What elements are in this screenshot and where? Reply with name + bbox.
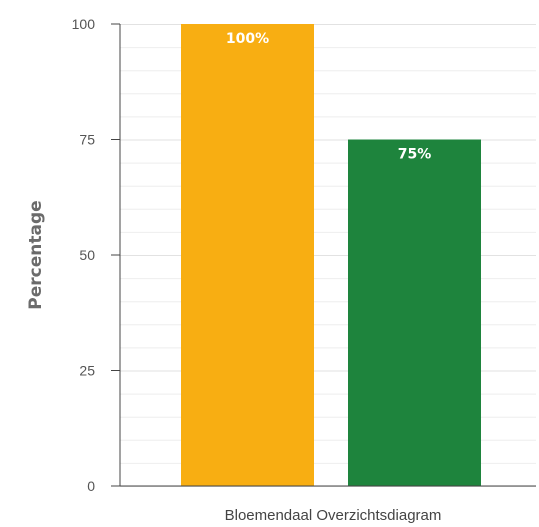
y-tick-label: 0 (87, 478, 95, 494)
y-axis-title: Percentage (26, 200, 46, 309)
y-tick-label: 25 (79, 363, 95, 379)
bar (181, 24, 314, 486)
bar-data-label: 100% (226, 31, 269, 47)
x-axis-label: Bloemendaal Overzichtsdiagram (225, 507, 442, 524)
bars: 100% 75% (181, 24, 481, 486)
y-tick-label: 100 (72, 16, 96, 32)
bar-data-label: 75% (398, 147, 432, 163)
y-tick-label: 75 (79, 132, 95, 148)
bar (348, 139, 481, 486)
y-axis-ticks: 0 25 50 75 100 (72, 16, 120, 494)
y-tick-label: 50 (79, 247, 95, 263)
